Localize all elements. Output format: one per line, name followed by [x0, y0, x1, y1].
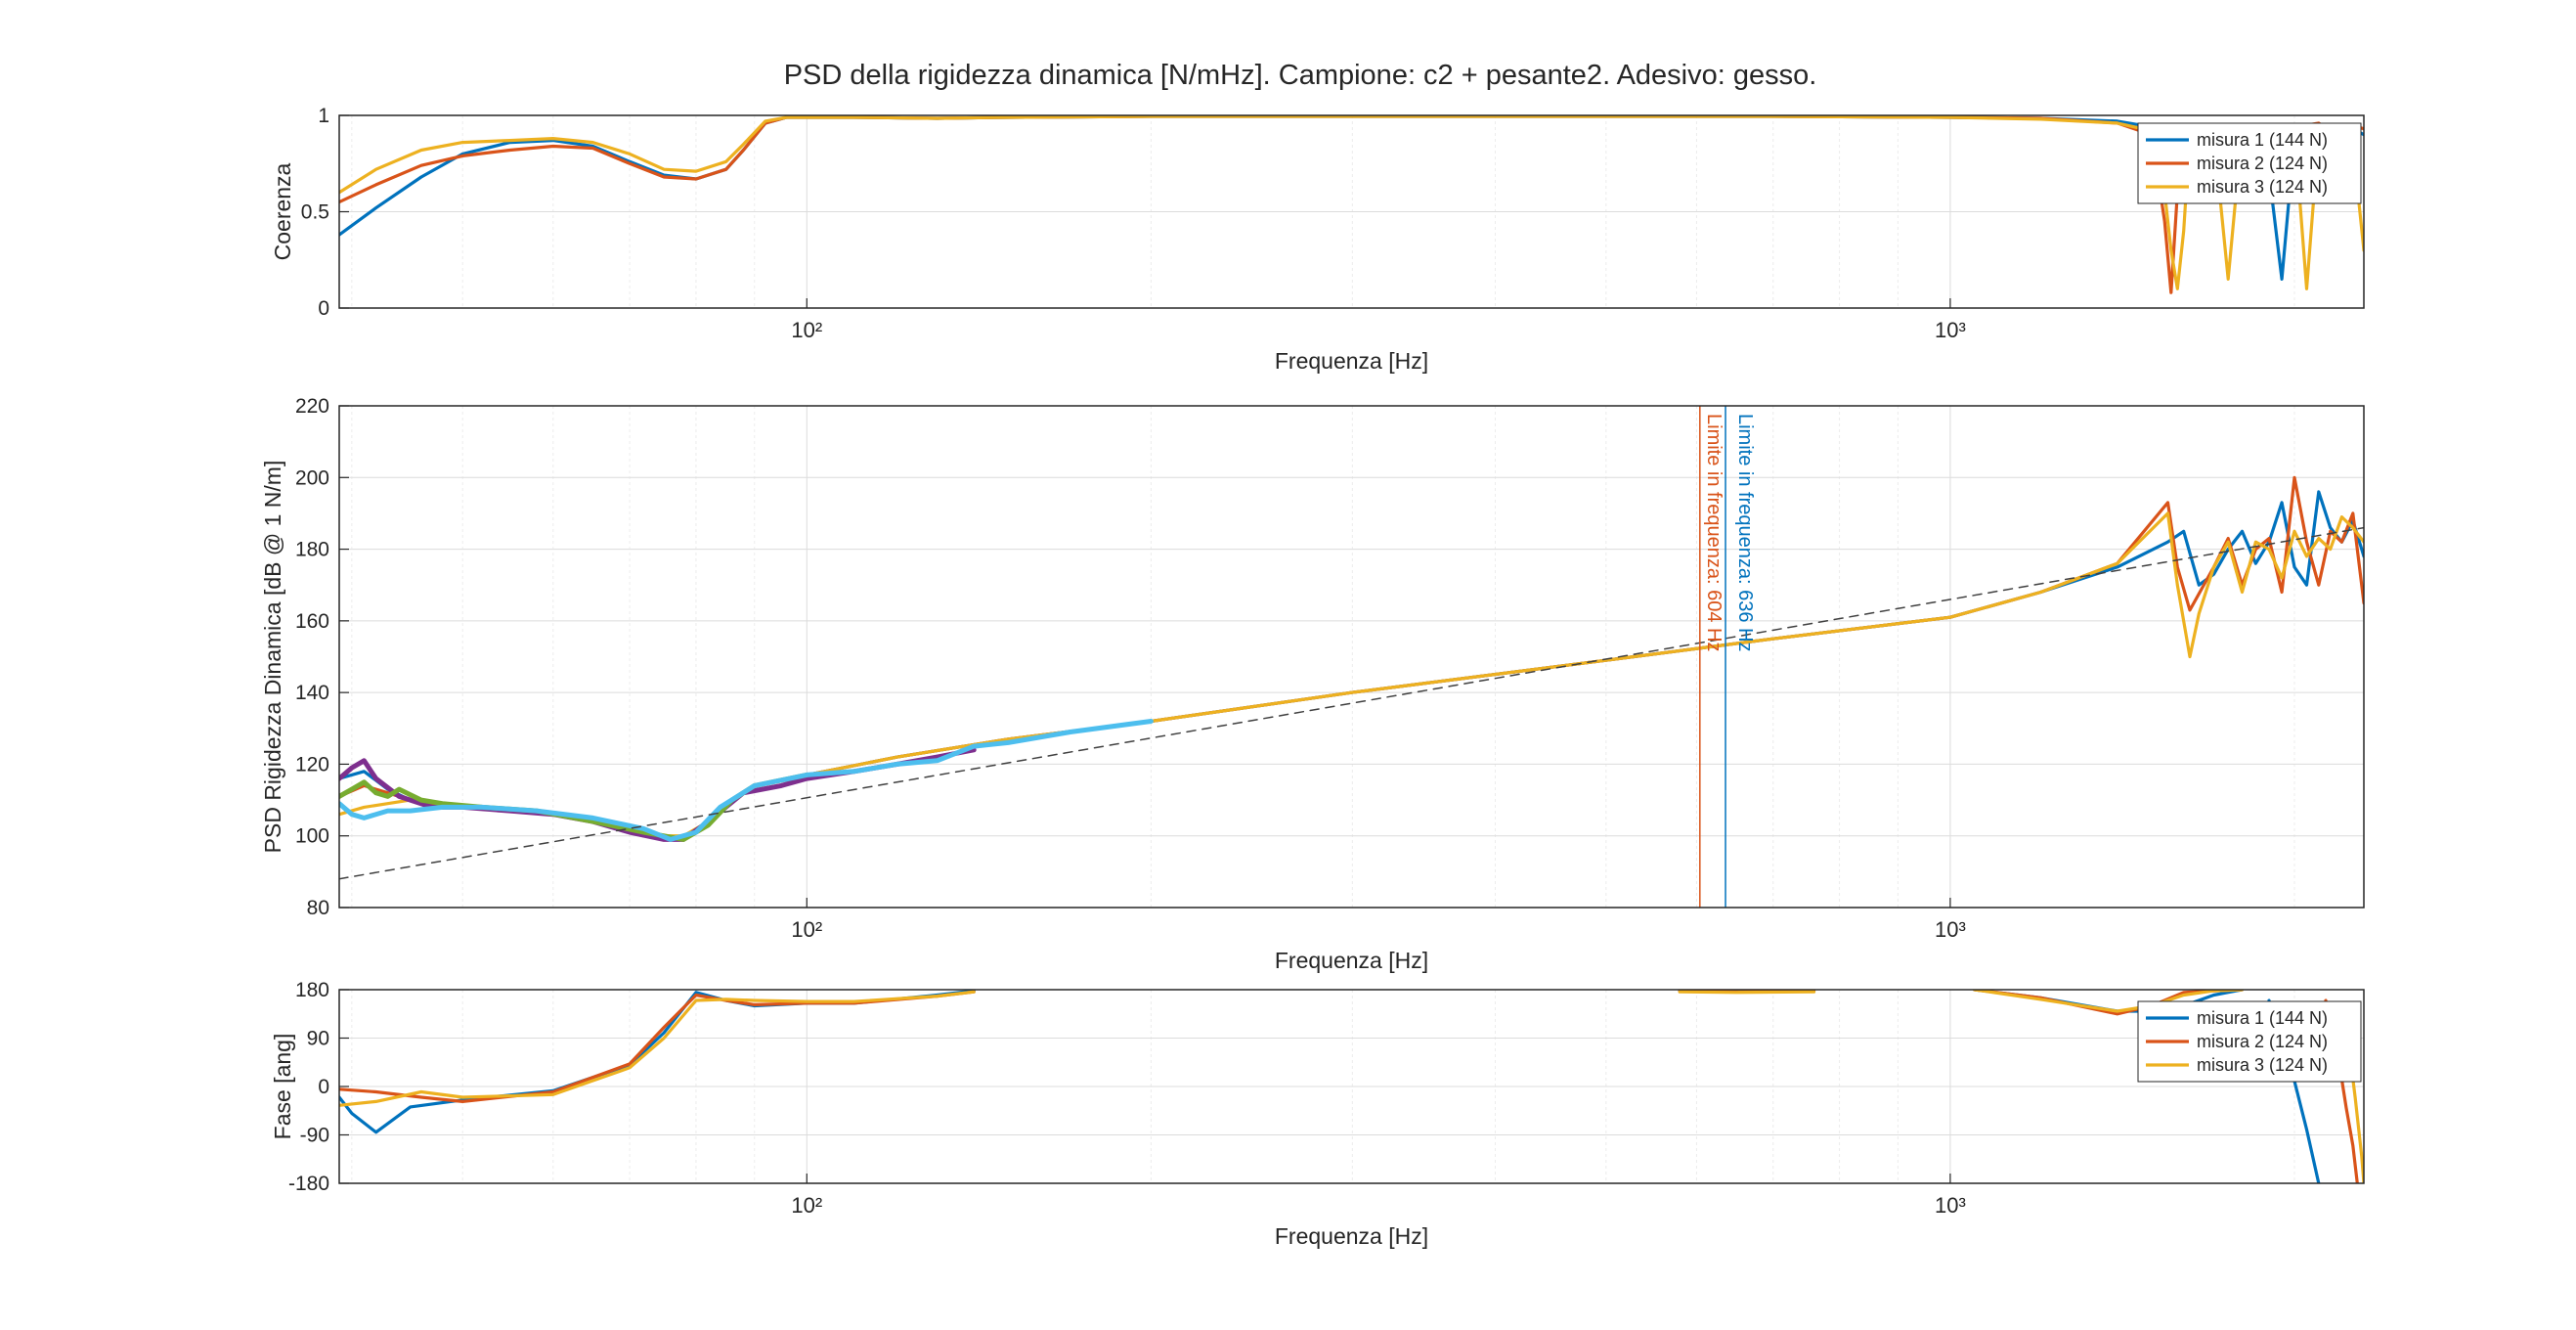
y-tick-label: 0.5 — [301, 201, 329, 224]
series-line — [339, 490, 2364, 841]
legend-entry: misura 3 (124 N) — [2197, 1055, 2328, 1075]
series-line — [339, 115, 2364, 281]
y-tick-label: 160 — [295, 610, 329, 633]
x-tick-label: 10³ — [1935, 917, 1966, 942]
series-line-5 — [339, 719, 1154, 842]
x-axis-label: Frequenza [Hz] — [1275, 1223, 1428, 1249]
x-tick-label: 10² — [791, 318, 822, 342]
series-line — [339, 511, 2364, 838]
series-line — [339, 719, 1154, 842]
series-line — [339, 772, 809, 842]
y-tick-label: 100 — [295, 825, 329, 848]
figure-title: PSD della rigidezza dinamica [N/mHz]. Ca… — [784, 60, 1817, 91]
y-tick-label: -90 — [300, 1125, 329, 1147]
frequency-limit-label: Limite in frequenza: 636 Hz — [1734, 414, 1756, 651]
series-line — [339, 990, 976, 1103]
series-line — [339, 475, 2364, 841]
series-misura-3-124-n- — [339, 115, 2364, 290]
legend: misura 1 (144 N) misura 2 (124 N) misura 3… — [2137, 122, 2362, 204]
y-axis-label: Coerenza — [270, 162, 295, 260]
series-line — [339, 990, 976, 1107]
phase-axes: -180 -90 0 90 180 10² 10³ Frequenza [Hz] Fase [a… — [270, 979, 2365, 1249]
coherence-axes: 0 0.5 1 10² 10³ Frequenza [Hz] Coerenza misura … — [270, 105, 2365, 374]
x-tick-label: 10³ — [1935, 318, 1966, 342]
y-axis-label: PSD Rigidezza Dinamica [dB @ 1 N/m] — [260, 461, 285, 854]
legend-entry: misura 1 (144 N) — [2197, 130, 2328, 150]
plot-area — [339, 475, 2364, 880]
y-tick-label: 1 — [318, 105, 329, 127]
y-tick-label: 80 — [307, 897, 329, 919]
x-tick-label: 10² — [791, 1193, 822, 1218]
axes-frame — [338, 405, 2365, 909]
legend-entry: misura 2 (124 N) — [2197, 1032, 2328, 1051]
legend-entry: misura 1 (144 N) — [2197, 1008, 2328, 1028]
series-line-4 — [339, 772, 809, 842]
y-tick-label: 90 — [307, 1028, 329, 1050]
series-line-2 — [339, 511, 2364, 838]
trend-line — [339, 526, 2364, 880]
x-tick-label: 10³ — [1935, 1193, 1966, 1218]
legend-entry: misura 2 (124 N) — [2197, 154, 2328, 173]
x-axis-label: Frequenza [Hz] — [1275, 948, 1428, 973]
plot-area — [339, 115, 2364, 294]
y-tick-label: 0 — [318, 297, 329, 320]
y-tick-label: 180 — [295, 539, 329, 561]
legend: misura 1 (144 N) misura 2 (124 N) misura 3… — [2137, 1000, 2362, 1083]
series-misura-2-124-n- — [339, 115, 2364, 294]
x-axis-label: Frequenza [Hz] — [1275, 348, 1428, 374]
y-tick-label: -180 — [288, 1173, 329, 1195]
frequency-limit-label: Limite in frequenza: 604 Hz — [1703, 414, 1725, 651]
series-misura-1-144-n- — [339, 115, 2364, 281]
x-tick-label: 10² — [791, 917, 822, 942]
y-tick-label: 180 — [295, 979, 329, 1001]
y-tick-label: 0 — [318, 1076, 329, 1098]
series-line — [339, 115, 2364, 294]
legend-entry: misura 3 (124 N) — [2197, 177, 2328, 197]
series-line — [339, 990, 976, 1134]
y-tick-label: 120 — [295, 753, 329, 776]
grid — [339, 989, 2364, 1184]
y-tick-label: 200 — [295, 466, 329, 489]
psd-axes: Limite in frequenza: 604 Hz Limite in fre… — [260, 395, 2365, 973]
y-axis-label: Fase [ang] — [270, 1034, 295, 1140]
series-line — [1678, 990, 1816, 995]
series-line — [339, 115, 2364, 290]
y-tick-label: 220 — [295, 395, 329, 418]
series-line-6 — [339, 526, 2364, 880]
series-line-3 — [339, 747, 977, 842]
series-line-0 — [339, 490, 2364, 841]
series-line-1 — [339, 475, 2364, 841]
y-tick-label: 140 — [295, 682, 329, 704]
series-line — [339, 747, 977, 842]
grid — [339, 114, 2364, 309]
